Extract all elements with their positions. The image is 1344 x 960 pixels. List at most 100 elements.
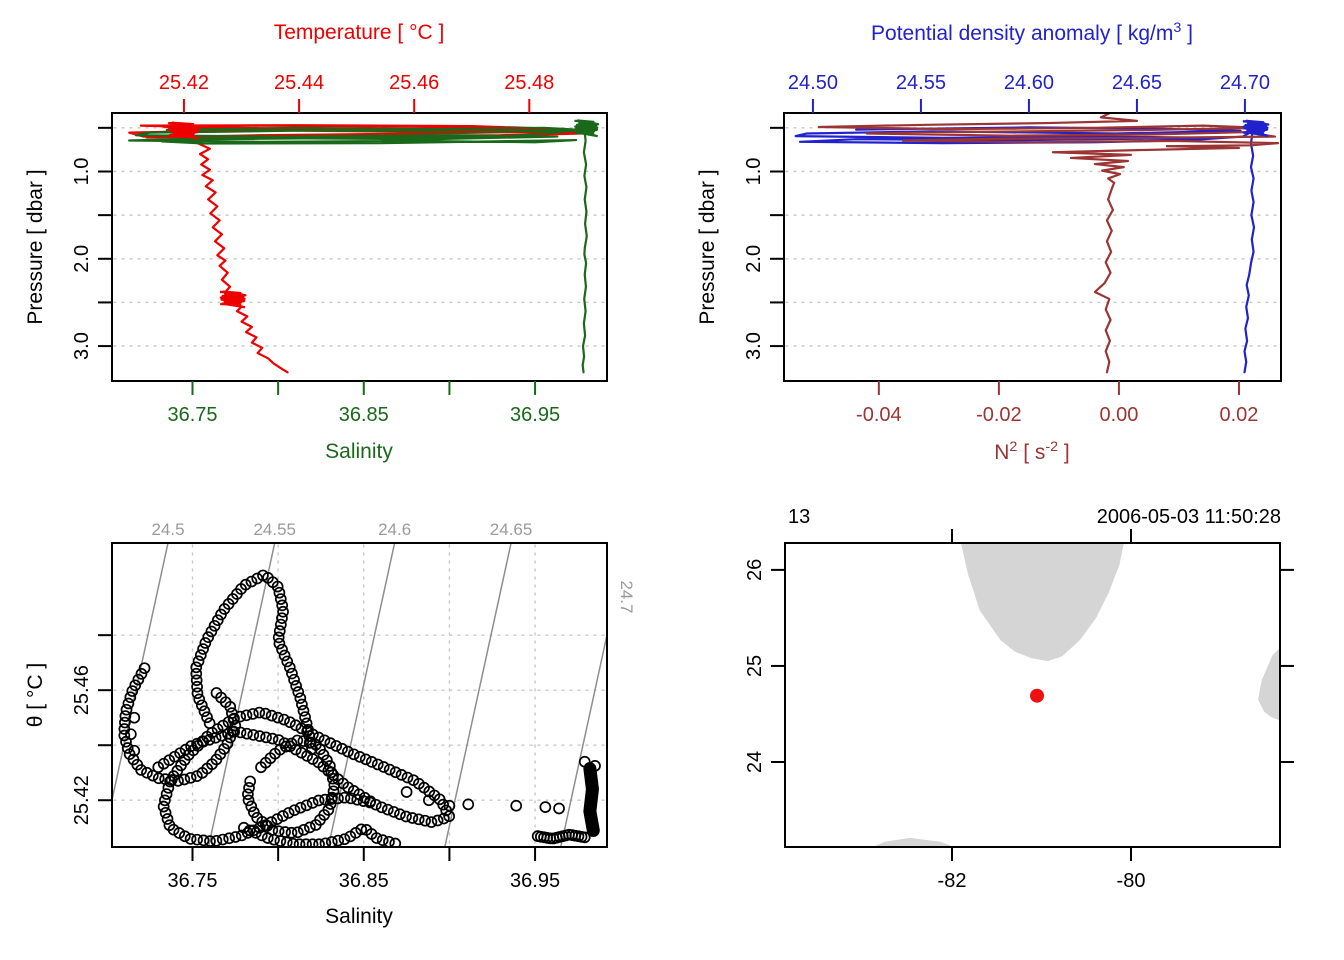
ts-sample-point: [325, 766, 338, 779]
plot-box: [111, 542, 608, 848]
ts-sample-point: [244, 775, 257, 788]
ts-sample-point: [389, 766, 402, 779]
ts-sample-point: [437, 812, 450, 825]
ts-sample-point: [297, 704, 310, 717]
pressure-axis-title-left: Pressure [ dbar ]: [24, 169, 47, 325]
ts-sample-point: [208, 619, 221, 632]
ts-sample-point: [242, 794, 255, 807]
ts-dense-cluster: [583, 762, 600, 837]
grid: [785, 127, 1280, 347]
n2-axis-title: N2 [ s-2 ]: [994, 439, 1069, 465]
ts-sample-point: [119, 716, 131, 729]
ts-sample-point: [553, 802, 565, 815]
theta-tick-label: 25.46: [71, 665, 93, 715]
ts-sample-point: [381, 803, 394, 816]
ts-sample-point: [395, 769, 408, 781]
ts-sample-point: [259, 707, 272, 720]
bottom-axis-tick-label: 0.02: [1220, 404, 1259, 426]
ts-sample-point: [205, 625, 218, 638]
temperature-series: [197, 137, 289, 374]
ts-sample-point: [265, 709, 278, 722]
isopycnal-label-rotated: 24.7: [617, 580, 636, 613]
ts-sample-point: [247, 729, 260, 741]
ts-sample-point: [191, 833, 203, 846]
ts-sample-point: [278, 649, 291, 662]
ts-sample-point: [370, 832, 383, 844]
ts-sample-point: [400, 786, 413, 798]
ts-sample-point: [273, 586, 286, 599]
ts-sample-point: [375, 801, 388, 814]
ts-sample-point: [306, 838, 319, 847]
ts-sample-point: [241, 727, 253, 740]
top-axis-tick-label: 25.46: [389, 72, 439, 94]
ts-sample-point: [383, 835, 395, 847]
top-axis-tick-label: 25.48: [504, 72, 554, 94]
ts-sample-point: [199, 637, 212, 649]
ts-sample-point: [297, 735, 310, 747]
ts-sample-point: [164, 775, 176, 788]
ts-sample-point: [198, 705, 211, 718]
ts-sample-point: [190, 667, 203, 680]
ts-sample-point: [300, 838, 312, 847]
temperature-axis-title: Temperature [ °C ]: [273, 21, 445, 44]
ts-sample-point: [312, 794, 325, 807]
ts-sample-point: [201, 711, 213, 724]
n2-title-base: N: [994, 441, 1010, 464]
ts-sample-point: [301, 725, 313, 738]
ts-sample-point: [425, 816, 438, 828]
isopycnal-label: 24.5: [151, 520, 184, 539]
ts-sample-point: [293, 838, 306, 847]
ts-sample-point: [277, 605, 289, 618]
ts-sample-point: [260, 731, 272, 744]
bottom-axis-tick-label: -0.02: [976, 404, 1022, 426]
isopycnal-line: [444, 543, 512, 847]
ts-sample-point: [294, 692, 307, 705]
isopycnal-label: 24.6: [378, 520, 411, 539]
ts-sample-point: [276, 599, 289, 612]
ts-sample-point: [191, 680, 203, 693]
ts-sample-point: [288, 673, 300, 686]
ts-sample-point: [295, 746, 308, 759]
salinity-series: [128, 126, 585, 145]
ts-sample-point: [146, 769, 159, 782]
land-polygon: [1258, 647, 1280, 721]
ts-sample-point: [124, 691, 137, 704]
ts-sample-point: [255, 829, 268, 842]
ts-sample-point: [271, 711, 284, 724]
dense-knot: [1242, 119, 1270, 137]
salinity-tick-label: 36.95: [510, 870, 560, 892]
ts-sample-point: [135, 764, 147, 776]
latitude-tick-label: 24: [744, 751, 766, 773]
theta-tick-label: 25.42: [71, 775, 93, 825]
ts-sample-point: [412, 813, 425, 826]
ts-sample-point: [462, 798, 475, 811]
ts-sample-point: [197, 643, 209, 655]
ts-sample-point: [291, 734, 304, 747]
ts-sample-point: [184, 771, 197, 784]
ts-sample-point: [173, 827, 186, 839]
n2-buoyancy-frequency-series: [817, 113, 1280, 148]
ts-sample-point: [306, 797, 319, 809]
ts-sample-point: [336, 742, 348, 755]
ts-sample-point: [389, 837, 402, 847]
top-axis-tick-label: 24.50: [788, 72, 838, 94]
pressure-tick-label: 1.0: [743, 158, 765, 186]
ts-sample-point: [192, 655, 205, 668]
ts-sample-point: [239, 578, 252, 591]
ts-sample-point: [211, 614, 224, 627]
ts-sample-point: [443, 799, 456, 812]
ts-sample-point: [272, 631, 285, 644]
ts-sample-point: [138, 662, 151, 675]
series: [128, 119, 600, 374]
ts-sample-point: [271, 580, 284, 593]
ts-sample-point: [152, 772, 165, 785]
ts-sample-point: [190, 661, 203, 674]
ts-sample-point: [274, 743, 286, 756]
ts-sample-point: [303, 737, 316, 749]
ts-sample-point: [278, 713, 290, 726]
ts-sample-point: [132, 673, 145, 686]
panel-station-map: -82 -80 24 25 26: [744, 529, 1294, 892]
ts-sample-point: [261, 832, 274, 844]
ts-sample-point: [300, 799, 313, 812]
ts-sample-point: [229, 831, 242, 843]
